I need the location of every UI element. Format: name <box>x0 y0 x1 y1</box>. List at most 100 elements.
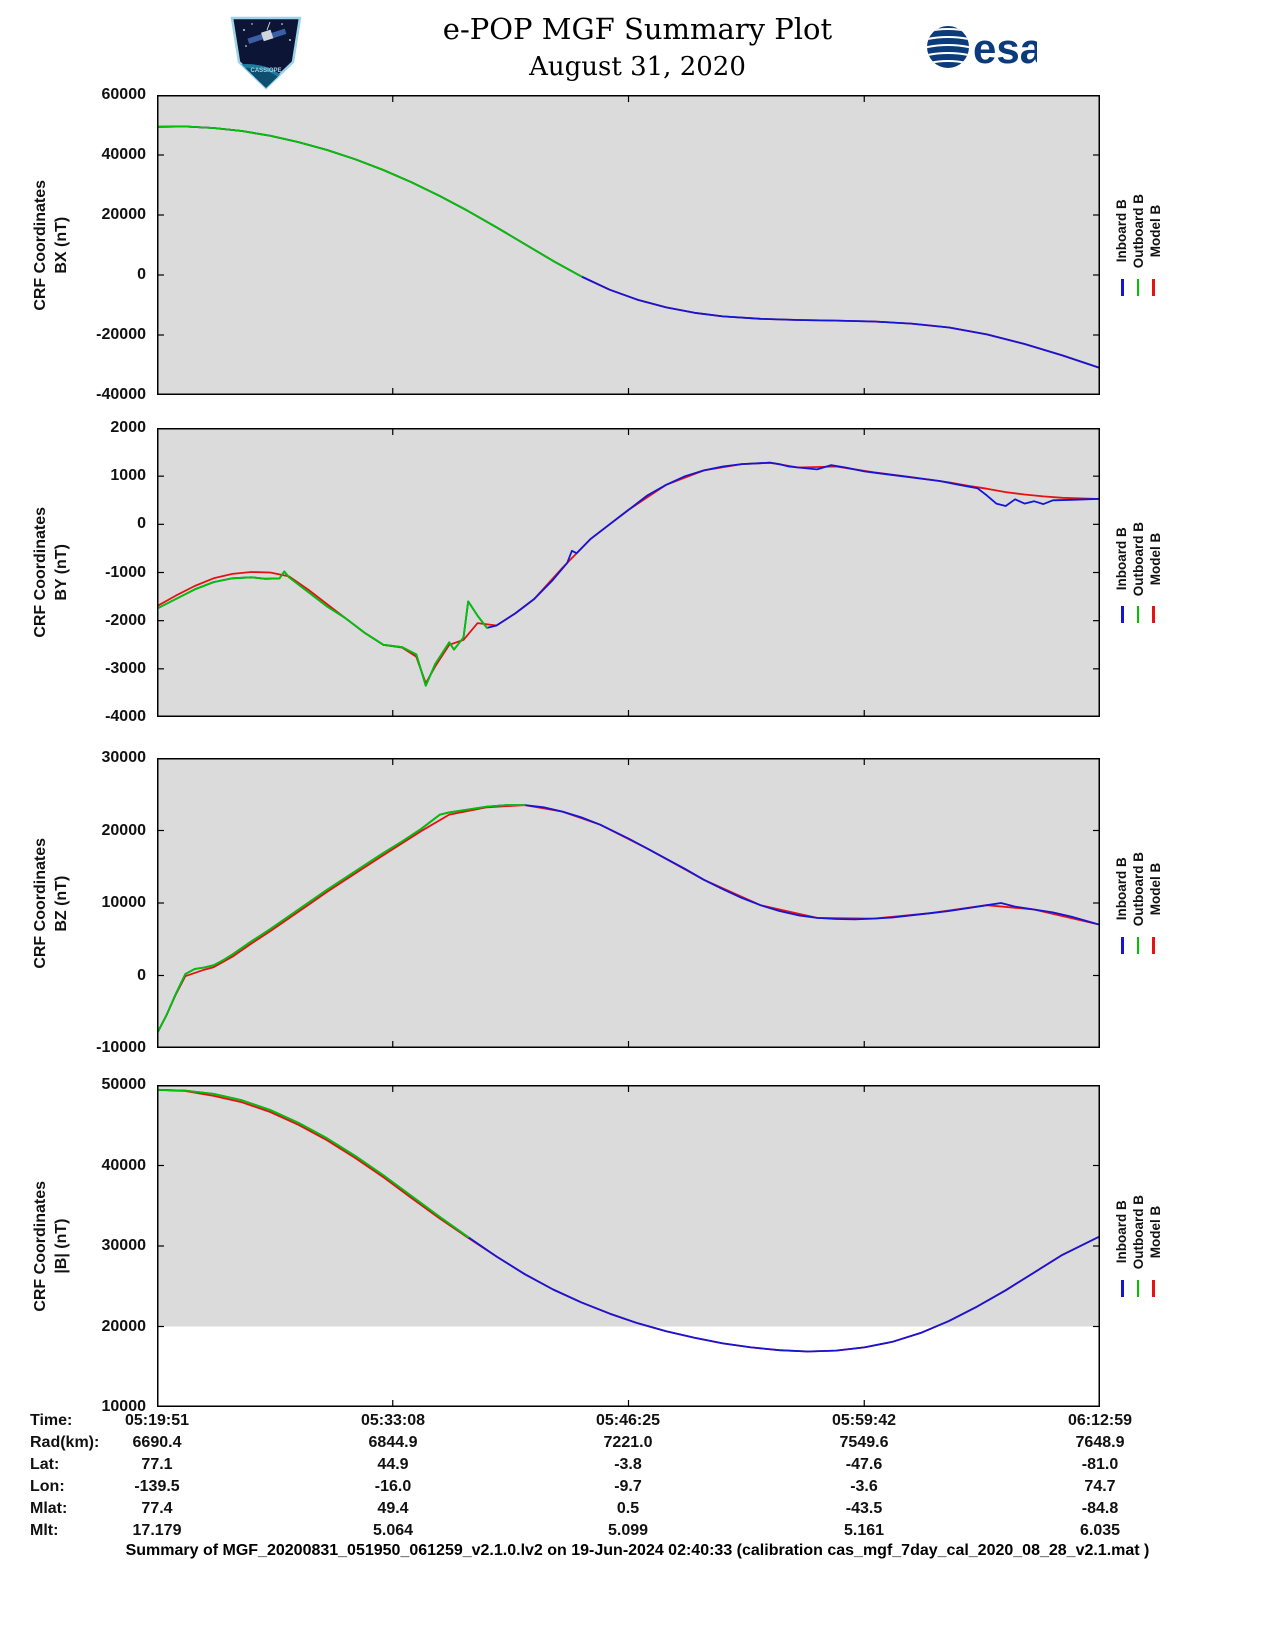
table-cell: 7221.0 <box>603 1434 653 1451</box>
y-tick-label: 20000 <box>101 206 147 223</box>
table-row-mlt: Mlt: 17.179 5.064 5.099 5.161 6.035 <box>0 1522 1275 1542</box>
plot-date: August 31, 2020 <box>529 52 746 82</box>
inboard-line-swatch <box>1121 936 1124 954</box>
y-axis-label-line1: CRF Coordinates <box>32 179 49 311</box>
y-tick-label: 10000 <box>101 894 147 911</box>
outboard-line-swatch <box>1136 278 1140 296</box>
y-tick-labels-by: -4000 -3000 -2000 -1000 0 1000 2000 <box>58 419 150 725</box>
table-row-label: Lat: <box>30 1456 60 1473</box>
table-cell: 5.064 <box>372 1522 414 1539</box>
table-cell: 49.4 <box>377 1500 409 1517</box>
y-tick-label: 60000 <box>101 86 147 103</box>
legend-label-model: Model B <box>1147 1206 1163 1259</box>
esa-logo: esa <box>925 20 1044 79</box>
model-line-swatch <box>1152 278 1155 296</box>
y-tick-label: -40000 <box>96 386 146 403</box>
chart-panel-bx <box>157 95 1100 395</box>
y-axis-label-line1: CRF Coordinates <box>32 1180 49 1312</box>
chart-panel-bz <box>157 758 1100 1048</box>
table-cell: 05:59:42 <box>831 1412 897 1429</box>
table-cell: 05:19:51 <box>124 1412 190 1429</box>
chart-panel-bmag <box>157 1085 1100 1407</box>
y-axis-label-line1: CRF Coordinates <box>32 837 49 969</box>
table-cell: -139.5 <box>134 1478 180 1495</box>
legend-bx: Inboard B Outboard B Model B <box>1102 95 1174 395</box>
table-row-rad: Rad(km): 6690.4 6844.9 7221.0 7549.6 764… <box>0 1434 1275 1454</box>
table-cell: -43.5 <box>845 1500 883 1517</box>
legend-label-model: Model B <box>1147 205 1163 258</box>
table-cell: 7648.9 <box>1075 1434 1125 1451</box>
legend-label-outboard: Outboard B <box>1130 521 1146 597</box>
y-tick-label: 0 <box>137 266 146 283</box>
esa-wordmark: esa <box>973 25 1037 72</box>
y-tick-label: 2000 <box>110 419 146 436</box>
table-cell: 06:12:59 <box>1067 1412 1133 1429</box>
inboard-line-swatch <box>1121 1279 1124 1297</box>
y-tick-label: -4000 <box>105 708 146 725</box>
y-axis-label-line1: CRF Coordinates <box>32 507 49 638</box>
outboard-line-swatch <box>1136 606 1140 624</box>
table-cell: -9.7 <box>614 1478 642 1495</box>
y-tick-label: 20000 <box>101 1317 147 1335</box>
table-cell: 44.9 <box>377 1456 409 1473</box>
legend-label-outboard: Outboard B <box>1130 194 1146 269</box>
y-tick-label: 40000 <box>101 1156 147 1174</box>
table-row-label: Rad(km): <box>30 1434 100 1451</box>
y-tick-labels-bmag: 10000 20000 30000 40000 50000 <box>58 1076 150 1415</box>
y-tick-label: 10000 <box>101 1398 147 1415</box>
y-tick-label: -2000 <box>105 611 146 629</box>
inboard-line-swatch <box>1121 278 1124 296</box>
legend-label-inboard: Inboard B <box>1113 200 1129 263</box>
cassiope-patch-logo: CASSIOPE <box>230 16 302 90</box>
table-cell: 05:33:08 <box>360 1412 426 1429</box>
footer-summary: Summary of MGF_20200831_051950_061259_v2… <box>125 1542 1150 1559</box>
y-tick-label: 20000 <box>101 821 147 839</box>
inboard-line-swatch <box>1121 606 1124 624</box>
table-cell: 74.7 <box>1084 1478 1116 1495</box>
table-cell: 5.099 <box>607 1522 649 1539</box>
outboard-line-swatch <box>1136 1279 1140 1297</box>
legend-label-inboard: Inboard B <box>1113 527 1129 591</box>
legend-bmag: Inboard B Outboard B Model B <box>1102 1085 1174 1407</box>
outboard-line-swatch <box>1136 936 1140 954</box>
legend-label-outboard: Outboard B <box>1130 1195 1146 1270</box>
table-row-mlat: Mlat: 77.4 49.4 0.5 -43.5 -84.8 <box>0 1500 1275 1520</box>
table-cell: 0.5 <box>616 1500 640 1517</box>
table-cell: -81.0 <box>1081 1456 1119 1473</box>
model-line-swatch <box>1152 936 1155 954</box>
y-tick-label: -3000 <box>105 659 146 677</box>
table-row-label: Time: <box>30 1412 73 1429</box>
legend-label-outboard: Outboard B <box>1130 852 1146 927</box>
y-tick-label: -10000 <box>96 1039 146 1056</box>
table-row-label: Mlat: <box>30 1500 68 1517</box>
model-line-swatch <box>1152 606 1155 624</box>
table-row-time: Time: 05:19:51 05:33:08 05:46:25 05:59:4… <box>0 1412 1275 1432</box>
table-row-lat: Lat: 77.1 44.9 -3.8 -47.6 -81.0 <box>0 1456 1275 1476</box>
y-tick-labels-bx: -40000 -20000 0 20000 40000 60000 <box>58 86 150 403</box>
chart-panel-by <box>157 428 1100 717</box>
y-tick-labels-bz: -10000 0 10000 20000 30000 <box>58 749 150 1056</box>
y-tick-label: 50000 <box>101 1076 147 1093</box>
table-cell: 6690.4 <box>132 1434 182 1451</box>
plot-title: e-POP MGF Summary Plot <box>442 12 833 46</box>
table-cell: -3.6 <box>850 1478 878 1495</box>
y-tick-label: 30000 <box>101 1237 147 1254</box>
table-cell: -47.6 <box>845 1456 883 1473</box>
table-row-lon: Lon: -139.5 -16.0 -9.7 -3.6 74.7 <box>0 1478 1275 1498</box>
y-tick-label: 0 <box>137 515 146 533</box>
table-cell: 6.035 <box>1079 1522 1121 1539</box>
table-cell: 17.179 <box>132 1522 182 1539</box>
table-cell: 7549.6 <box>839 1434 889 1451</box>
legend-by: Inboard B Outboard B Model B <box>1102 428 1174 717</box>
table-cell: -84.8 <box>1081 1500 1119 1517</box>
table-row-label: Mlt: <box>30 1522 59 1539</box>
legend-label-model: Model B <box>1147 863 1163 916</box>
table-cell: 6844.9 <box>368 1434 418 1451</box>
table-cell: 77.4 <box>141 1500 173 1517</box>
legend-label-inboard: Inboard B <box>1113 1201 1129 1264</box>
table-row-label: Lon: <box>30 1478 65 1495</box>
patch-text: CASSIOPE <box>250 68 281 74</box>
y-tick-label: 0 <box>137 966 146 984</box>
table-cell: 77.1 <box>141 1456 173 1473</box>
